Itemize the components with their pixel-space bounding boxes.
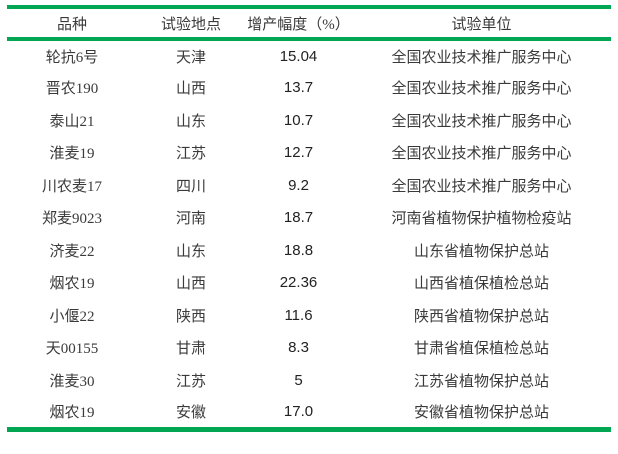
table-row: 川农麦17 四川 9.2 全国农业技术推广服务中心 — [7, 169, 611, 202]
table-row: 济麦22 山东 18.8 山东省植物保护总站 — [7, 234, 611, 267]
cell-yield-increase: 10.7 — [283, 111, 314, 129]
cell-variety: 轮抗6号 — [45, 49, 99, 66]
cell-organization: 全国农业技术推广服务中心 — [391, 178, 572, 195]
cell-variety: 泰山21 — [49, 113, 95, 130]
cell-variety: 淮麦30 — [49, 373, 95, 390]
cell-yield-increase: 11.6 — [284, 306, 313, 324]
cell-organization: 甘肃省植保植检总站 — [413, 341, 549, 358]
cell-organization: 全国农业技术推广服务中心 — [391, 49, 572, 66]
cell-location: 陕西 — [175, 308, 206, 325]
col-header-organization: 试验单位 — [451, 16, 512, 33]
cell-variety: 小偃22 — [49, 308, 95, 325]
cell-organization: 山东省植物保护总站 — [413, 243, 549, 260]
col-header-location: 试验地点 — [160, 16, 221, 33]
cell-location: 四川 — [175, 178, 206, 195]
cell-location: 安徽 — [175, 405, 206, 421]
table-body: 轮抗6号 天津 15.04 全国农业技术推广服务中心 晋农190 山西 13.7… — [7, 39, 611, 429]
table-row: 烟农19 山西 22.36 山西省植保植检总站 — [7, 267, 611, 300]
cell-variety: 济麦22 — [49, 243, 95, 260]
cell-organization: 山西省植保植检总站 — [413, 276, 549, 293]
cell-location: 江苏 — [175, 146, 206, 163]
cell-yield-increase: 22.36 — [279, 274, 318, 292]
cell-organization: 全国农业技术推广服务中心 — [391, 81, 572, 98]
table-row: 晋农190 山西 13.7 全国农业技术推广服务中心 — [7, 72, 611, 105]
cell-location: 江苏 — [175, 373, 206, 390]
cell-variety: 淮麦19 — [49, 146, 95, 163]
cell-organization: 全国农业技术推广服务中心 — [391, 146, 572, 163]
table-row: 淮麦30 江苏 5 江苏省植物保护总站 — [7, 364, 611, 397]
cell-location: 天津 — [175, 49, 206, 66]
cell-location: 河南 — [175, 211, 206, 228]
cell-variety: 晋农190 — [45, 81, 99, 98]
col-header-variety: 品种 — [56, 16, 87, 33]
cell-organization: 江苏省植物保护总站 — [413, 373, 549, 390]
cell-variety: 烟农19 — [49, 405, 95, 421]
trial-results-table: 品种 试验地点 增产幅度（%） 试验单位 轮抗6号 天津 15.04 全国农业技… — [7, 5, 611, 432]
cell-organization: 河南省植物保护植物检疫站 — [391, 211, 572, 228]
cell-organization: 安徽省植物保护总站 — [413, 405, 549, 421]
cell-yield-increase: 18.7 — [283, 209, 314, 227]
cell-variety: 川农麦17 — [41, 178, 102, 195]
cell-variety: 天00155 — [45, 341, 99, 358]
cell-location: 山西 — [175, 81, 206, 98]
cell-yield-increase: 18.8 — [283, 241, 314, 259]
cell-yield-increase: 15.04 — [279, 47, 318, 65]
col-header-yield-increase: 增产幅度（%） — [247, 16, 350, 33]
cell-yield-increase: 9.2 — [288, 176, 309, 194]
cell-yield-increase: 13.7 — [283, 79, 314, 97]
cell-yield-increase: 12.7 — [283, 144, 314, 162]
cell-yield-increase: 17.0 — [283, 403, 314, 420]
table-header: 品种 试验地点 增产幅度（%） 试验单位 — [7, 7, 611, 39]
table-row: 轮抗6号 天津 15.04 全国农业技术推广服务中心 — [7, 39, 611, 72]
cell-location: 山西 — [175, 276, 206, 293]
table-row: 泰山21 山东 10.7 全国农业技术推广服务中心 — [7, 104, 611, 137]
header-row: 品种 试验地点 增产幅度（%） 试验单位 — [7, 7, 611, 39]
cell-organization: 全国农业技术推广服务中心 — [391, 113, 572, 130]
cell-location: 甘肃 — [175, 341, 206, 358]
table-row: 小偃22 陕西 11.6 陕西省植物保护总站 — [7, 299, 611, 332]
cell-location: 山东 — [175, 113, 206, 130]
table-row: 淮麦19 江苏 12.7 全国农业技术推广服务中心 — [7, 137, 611, 170]
cell-variety: 烟农19 — [49, 276, 95, 293]
table-row: 天00155 甘肃 8.3 甘肃省植保植检总站 — [7, 332, 611, 365]
cell-yield-increase: 5 — [294, 371, 303, 389]
cell-yield-increase: 8.3 — [288, 339, 309, 357]
cell-variety: 郑麦9023 — [41, 211, 102, 228]
table-row: 烟农19 安徽 17.0 安徽省植物保护总站 — [7, 397, 611, 430]
table-row: 郑麦9023 河南 18.7 河南省植物保护植物检疫站 — [7, 202, 611, 235]
cell-organization: 陕西省植物保护总站 — [413, 308, 549, 325]
cell-location: 山东 — [175, 243, 206, 260]
